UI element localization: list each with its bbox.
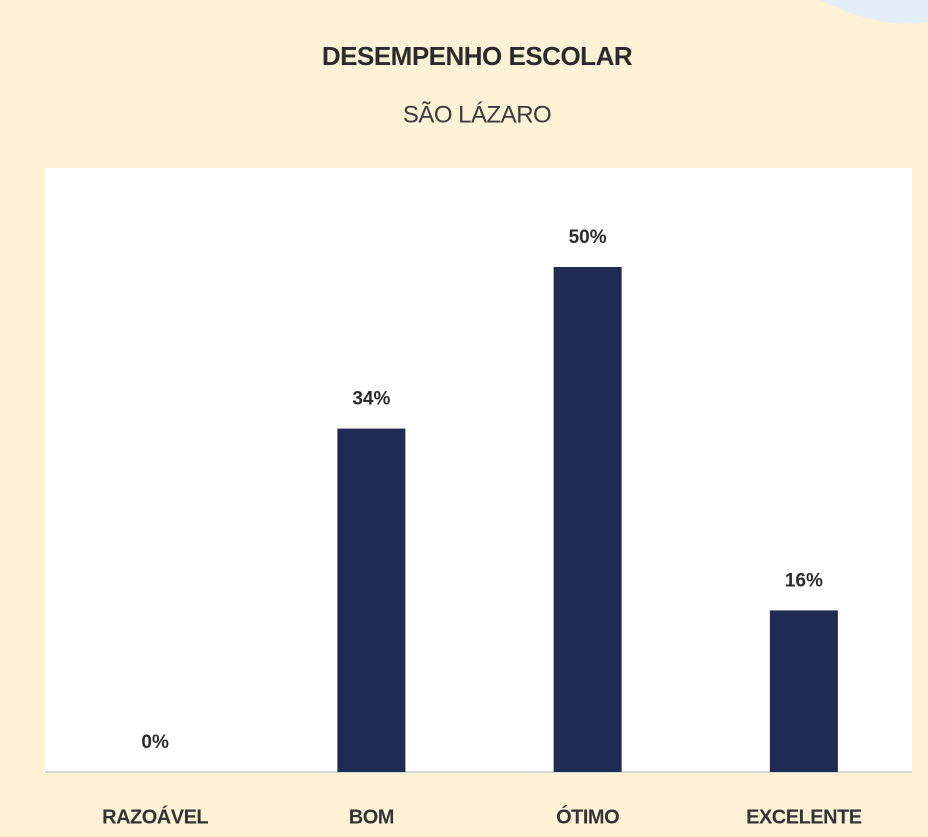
bar [553, 267, 622, 772]
bar [337, 428, 406, 772]
value-label: 50% [569, 227, 607, 248]
corner-decoration [820, 0, 928, 24]
value-label: 16% [785, 570, 823, 591]
bar [769, 610, 838, 772]
x-tick-label: RAZOÁVEL [102, 805, 208, 828]
value-label: 34% [352, 389, 390, 410]
x-tick-label: ÓTIMO [556, 804, 619, 828]
value-label: 0% [141, 732, 169, 753]
chart-subtitle: SÃO LÁZARO [403, 101, 551, 128]
chart-title: DESEMPENHO ESCOLAR [322, 41, 633, 71]
x-tick-label: EXCELENTE [746, 806, 862, 828]
x-tick-label: BOM [349, 806, 394, 828]
plot-area [45, 168, 912, 772]
